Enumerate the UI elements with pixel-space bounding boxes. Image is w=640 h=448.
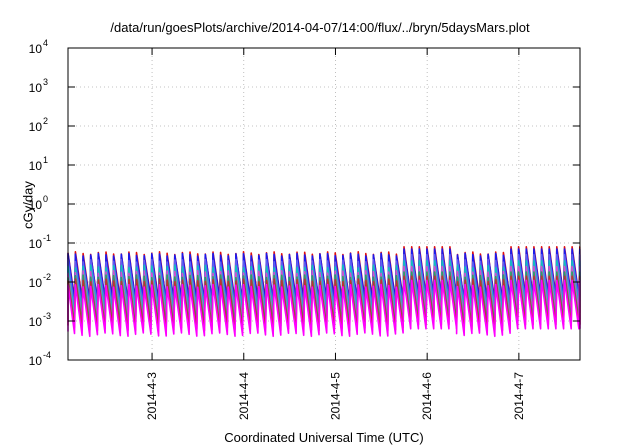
y-tick-label: 10 <box>29 120 43 134</box>
y-tick-label: 10 <box>29 81 43 95</box>
y-tick-exponent: 4 <box>43 38 48 48</box>
y-tick-exponent: -4 <box>43 350 51 360</box>
y-tick-label: 10 <box>29 198 43 212</box>
y-tick-label: 10 <box>29 315 43 329</box>
y-tick-label: 10 <box>29 237 43 251</box>
x-tick-label: 2014-4-4 <box>237 372 251 420</box>
x-tick-label: 2014-4-3 <box>145 372 159 420</box>
y-tick-label: 10 <box>29 42 43 56</box>
series-line-8 <box>67 279 581 338</box>
x-tick-label: 2014-4-7 <box>512 372 526 420</box>
plot-frame <box>67 47 581 361</box>
y-tick-exponent: -1 <box>43 233 51 243</box>
y-tick-exponent: -3 <box>43 311 51 321</box>
chart-title: /data/run/goesPlots/archive/2014-04-07/1… <box>110 20 530 35</box>
y-tick-label: 10 <box>29 159 43 173</box>
x-axis-label: Coordinated Universal Time (UTC) <box>224 430 424 445</box>
y-tick-label: 10 <box>29 354 43 368</box>
x-tick-label: 2014-4-5 <box>328 372 342 420</box>
y-tick-exponent: 0 <box>43 194 48 204</box>
y-tick-exponent: -2 <box>43 272 51 282</box>
y-tick-exponent: 3 <box>43 77 48 87</box>
y-tick-exponent: 1 <box>43 155 48 165</box>
series-layer <box>67 246 581 338</box>
x-tick-label: 2014-4-6 <box>420 372 434 420</box>
y-tick-exponent: 2 <box>43 116 48 126</box>
y-tick-label: 10 <box>29 276 43 290</box>
